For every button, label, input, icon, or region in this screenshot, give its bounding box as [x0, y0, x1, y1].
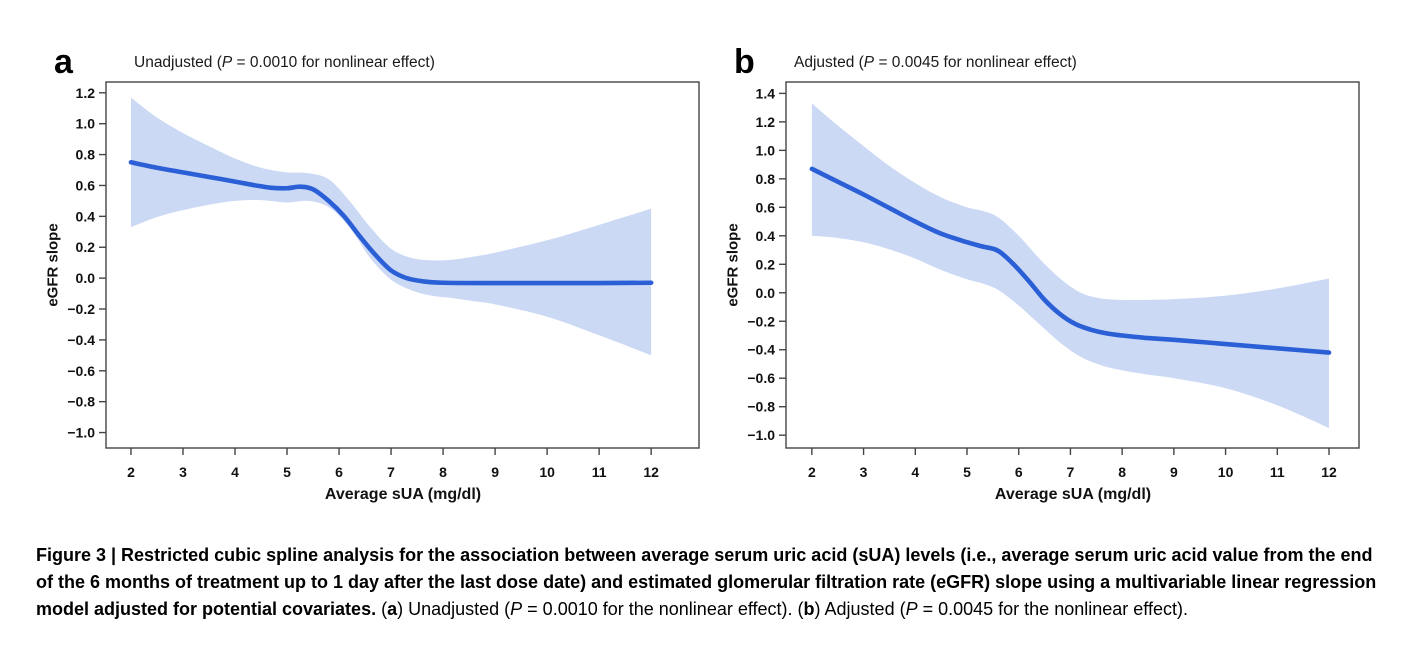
y-axis-tick-label: −0.8: [747, 399, 775, 415]
y-axis-tick-label: 1.2: [756, 114, 776, 130]
panel-b-yaxis-label: eGFR slope: [724, 223, 742, 307]
caption-segment: = 0.0010 for the nonlinear effect). (: [522, 599, 804, 619]
x-axis-tick-label: 9: [1170, 464, 1178, 480]
x-axis-tick-label: 10: [1218, 464, 1234, 480]
caption-segment: P: [221, 54, 233, 71]
plot-frame: [785, 81, 1360, 449]
caption-segment: = 0.0045 for nonlinear effect): [874, 54, 1077, 71]
y-axis-tick-label: 1.0: [76, 116, 96, 132]
y-axis-tick-label: 0.0: [756, 285, 776, 301]
x-axis-tick-label: 12: [1321, 464, 1337, 480]
y-axis-tick-label: 1.0: [756, 142, 776, 158]
figure-caption: Figure 3 | Restricted cubic spline analy…: [36, 542, 1388, 623]
caption-segment: = 0.0010 for nonlinear effect): [232, 54, 435, 71]
x-axis-tick-label: 5: [283, 464, 291, 480]
y-axis-tick-label: −0.6: [67, 363, 95, 379]
panel-a-chart: 1.2 1.0 0.8 0.6 0.4 0.2 0.0 −0.2 −0.4 −0.6 −0.8 −1.…: [67, 81, 700, 480]
y-axis-tick-label: 0.6: [756, 199, 776, 215]
x-axis-tick-label: 9: [491, 464, 499, 480]
y-axis-tick-label: 0.4: [76, 208, 96, 224]
x-axis-tick-label: 3: [179, 464, 187, 480]
x-axis-tick-label: 3: [860, 464, 868, 480]
panel-a-letter: a: [54, 43, 73, 81]
confidence-band: [811, 103, 1330, 429]
y-axis-tick-label: 0.2: [756, 256, 776, 272]
x-axis-tick-label: 2: [127, 464, 135, 480]
x-axis-tick-label: 12: [643, 464, 659, 480]
x-axis-tick-label: 4: [231, 464, 239, 480]
caption-segment: Figure 3 | Restricted cubic spline analy…: [36, 545, 1377, 619]
y-axis-tick-label: 1.4: [756, 85, 776, 101]
caption-segment: Unadjusted (: [134, 54, 222, 71]
y-axis-tick-label: −0.4: [747, 342, 775, 358]
panel-a: a Unadjusted (P = 0.0010 for nonlinear e…: [36, 44, 712, 522]
panel-b-chart: 1.4 1.2 1.0 0.8 0.6 0.4 0.2 0.0 −0.2 −0.4 −0.6 −0.8…: [747, 81, 1360, 480]
spline-curve: [128, 160, 654, 286]
caption-segment: P: [510, 599, 523, 619]
x-axis-tick-label: 11: [1270, 464, 1285, 480]
y-axis-tick-label: 0.2: [76, 239, 96, 255]
x-axis-tick-label: 6: [1015, 464, 1023, 480]
panel-b-xaxis-label: Average sUA (mg/dl): [994, 486, 1152, 503]
y-axis-tick-label: 0.4: [756, 228, 776, 244]
x-axis-tick-label: 10: [539, 464, 555, 480]
caption-segment: Adjusted (: [794, 54, 864, 71]
y-axis-tick-label: −0.6: [747, 370, 775, 386]
caption-segment: ) Unadjusted (: [397, 599, 511, 619]
x-axis-tick-label: 5: [963, 464, 971, 480]
caption-segment: ) Adjusted (: [814, 599, 906, 619]
plot-frame: [105, 81, 700, 449]
y-axis-tick-label: 0.0: [76, 270, 96, 286]
y-axis-tick-label: −0.8: [67, 394, 95, 410]
x-axis-tick-label: 7: [387, 464, 395, 480]
x-axis-tick-label: 11: [592, 464, 607, 480]
panel-b-title: Adjusted (P = 0.0045 for nonlinear effec…: [794, 54, 1077, 72]
spline-curve: [809, 166, 1332, 355]
x-axis-tick-label: 8: [1118, 464, 1126, 480]
x-axis-tick-label: 8: [439, 464, 447, 480]
x-axis-tick-label: 7: [1067, 464, 1075, 480]
caption-segment: b: [803, 599, 815, 619]
confidence-band: [130, 97, 652, 356]
y-axis-tick-label: −0.2: [67, 301, 95, 317]
panel-a-yaxis-label: eGFR slope: [44, 223, 62, 307]
panel-b-letter: b: [734, 43, 755, 81]
y-axis-tick-label: −0.4: [67, 332, 95, 348]
y-axis-tick-label: 0.8: [756, 171, 776, 187]
y-axis-tick-label: −1.0: [747, 427, 775, 443]
caption-segment: P: [905, 599, 918, 619]
panel-a-xaxis-label: Average sUA (mg/dl): [324, 486, 482, 503]
x-axis-tick-label: 2: [808, 464, 816, 480]
y-axis-tick-label: −0.2: [747, 313, 775, 329]
caption-segment: a: [387, 599, 398, 619]
y-axis-tick-label: −1.0: [67, 425, 95, 441]
y-axis-tick-label: 0.6: [76, 177, 96, 193]
panel-b: b Adjusted (P = 0.0045 for nonlinear eff…: [716, 44, 1392, 522]
x-axis-tick-label: 4: [911, 464, 919, 480]
y-axis-tick-label: 0.8: [76, 147, 96, 163]
caption-segment: P: [863, 54, 875, 71]
caption-segment: = 0.0045 for the nonlinear effect).: [917, 599, 1188, 619]
caption-segment: (: [376, 599, 388, 619]
panel-a-title: Unadjusted (P = 0.0010 for nonlinear eff…: [134, 54, 435, 72]
y-axis-tick-label: 1.2: [76, 85, 96, 101]
x-axis-tick-label: 6: [335, 464, 343, 480]
